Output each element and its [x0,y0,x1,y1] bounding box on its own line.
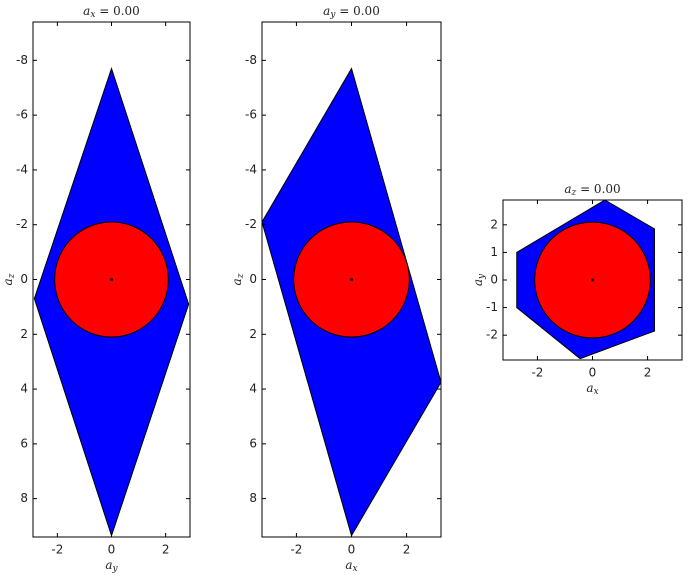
center-marker [350,278,353,281]
y-tick-label: 0 [249,272,257,286]
y-tick-label: -6 [245,108,257,122]
y-tick-label: -4 [16,162,28,176]
y-tick-label: -1 [486,300,498,314]
y-tick-label: 6 [249,436,257,450]
y-tick-label: 2 [490,217,498,231]
y-tick-label: -2 [16,217,28,231]
x-tick-label: 2 [403,543,411,557]
y-tick-label: -2 [245,217,257,231]
x-tick-label: 2 [162,543,170,557]
chart-title: ax = 0.00 [83,4,140,20]
y-tick-label: -6 [16,108,28,122]
x-tick-label: -2 [531,366,543,380]
y-tick-label: 2 [20,327,28,341]
y-tick-label: -8 [16,53,28,67]
y-tick-label: 6 [20,436,28,450]
chart-title: ay = 0.00 [323,4,380,20]
y-tick-label: -4 [245,162,257,176]
y-tick-label: -2 [486,328,498,342]
y-axis-label: az [1,273,17,285]
y-axis-label: az [230,273,246,285]
center-marker [110,278,113,281]
x-tick-label: 0 [108,543,116,557]
x-axis-label: ax [345,558,357,574]
y-axis-label: ay [471,273,487,286]
y-tick-label: 8 [249,491,257,505]
x-axis-label: ax [586,381,598,397]
y-tick-label: 0 [490,273,498,287]
y-tick-label: 4 [20,382,28,396]
subplot: -2 0 2 -8 -6 -4 -2 0 2 4 6 8 ax = 0.00 ay az [1,4,191,574]
x-tick-label: 0 [589,366,597,380]
y-tick-label: 4 [249,382,257,396]
y-tick-label: 2 [249,327,257,341]
y-tick-label: 0 [20,272,28,286]
y-tick-label: -8 [245,53,257,67]
x-tick-label: 2 [644,366,652,380]
subplot: -2 0 2 -8 -6 -4 -2 0 2 4 6 8 ay = 0.00 ax az [230,4,442,574]
y-tick-label: 1 [490,245,498,259]
chart-title: az = 0.00 [564,182,620,198]
y-tick-label: 8 [20,491,28,505]
x-axis-label: ay [105,558,118,574]
x-tick-label: 0 [348,543,356,557]
x-tick-label: -2 [290,543,302,557]
subplot: -2 0 2 -2 -1 0 1 2 az = 0.00 ax ay [471,182,683,397]
x-tick-label: -2 [51,543,63,557]
center-marker [591,278,594,282]
